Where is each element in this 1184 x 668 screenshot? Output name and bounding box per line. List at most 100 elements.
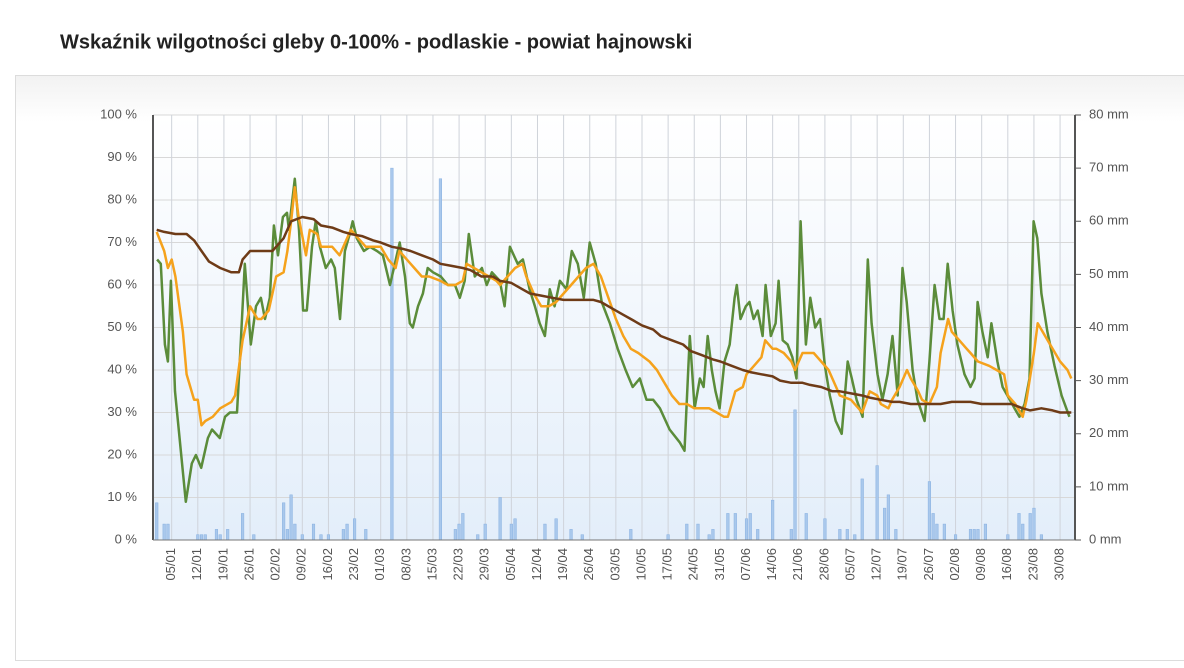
bar xyxy=(476,534,480,541)
bar xyxy=(1032,507,1036,541)
y2-tick-label: 40 mm xyxy=(1089,319,1129,334)
x-tick-label: 05/04 xyxy=(503,548,518,581)
bar xyxy=(771,499,775,541)
bar xyxy=(457,523,461,541)
bar xyxy=(845,529,849,541)
y2-tick-label: 50 mm xyxy=(1089,266,1129,281)
x-tick-label: 22/03 xyxy=(451,548,466,581)
bar xyxy=(438,178,442,541)
bar xyxy=(838,529,842,541)
bar xyxy=(311,523,316,541)
bar xyxy=(942,523,946,541)
y-tick-label: 80 % xyxy=(107,191,137,206)
bar xyxy=(804,513,808,541)
y-tick-label: 0 % xyxy=(115,531,138,546)
bar xyxy=(793,409,797,541)
x-tick-label: 30/08 xyxy=(1052,548,1067,581)
bar xyxy=(293,523,297,541)
bar xyxy=(972,529,976,541)
bar xyxy=(935,523,939,541)
bar xyxy=(1028,513,1032,541)
bar xyxy=(498,497,502,541)
x-tick-label: 02/08 xyxy=(947,548,962,581)
bar xyxy=(483,523,487,541)
bar xyxy=(569,529,573,541)
bar xyxy=(252,534,256,541)
bar xyxy=(345,523,349,541)
line xyxy=(156,215,1072,414)
x-tick-label: 26/01 xyxy=(241,548,256,581)
y-tick-label: 10 % xyxy=(107,489,137,504)
bar xyxy=(326,534,330,541)
y-tick-label: 100 % xyxy=(100,106,137,121)
x-tick-label: 03/05 xyxy=(607,548,622,581)
bar xyxy=(860,478,864,541)
bar xyxy=(199,534,204,541)
bar xyxy=(823,518,827,541)
bar xyxy=(696,523,700,541)
x-tick-label: 12/04 xyxy=(529,548,544,581)
x-tick-label: 02/02 xyxy=(268,548,283,581)
bar xyxy=(1006,534,1010,541)
bar xyxy=(711,529,715,541)
x-tick-label: 09/08 xyxy=(973,548,988,581)
bar xyxy=(289,494,293,541)
bar xyxy=(166,523,170,541)
bar xyxy=(756,529,760,541)
y2-tick-label: 20 mm xyxy=(1089,425,1129,440)
x-tick-label: 24/05 xyxy=(686,548,701,581)
bar xyxy=(203,534,207,541)
bar xyxy=(155,502,159,541)
y2-tick-label: 10 mm xyxy=(1089,478,1129,493)
bar xyxy=(353,518,357,541)
bar xyxy=(968,529,973,541)
y-tick-label: 90 % xyxy=(107,149,137,164)
x-tick-label: 17/05 xyxy=(660,548,675,581)
bar xyxy=(282,502,286,541)
bar xyxy=(214,529,219,541)
bar xyxy=(513,518,517,541)
bar xyxy=(875,465,879,541)
bar xyxy=(894,529,898,541)
x-tick-label: 26/07 xyxy=(921,548,936,581)
bar xyxy=(748,513,752,541)
x-tick-label: 19/04 xyxy=(555,548,570,581)
y-tick-label: 30 % xyxy=(107,404,137,419)
y2-tick-label: 30 mm xyxy=(1089,372,1129,387)
bar xyxy=(666,534,670,541)
bar xyxy=(927,481,931,541)
bar xyxy=(1017,513,1021,541)
bar xyxy=(241,513,245,541)
y-tick-label: 20 % xyxy=(107,446,137,461)
x-tick-label: 21/06 xyxy=(790,548,805,581)
bar xyxy=(341,529,345,541)
bar xyxy=(218,534,222,541)
bar xyxy=(543,523,547,541)
bar xyxy=(226,529,230,541)
x-tick-label: 14/06 xyxy=(764,548,779,581)
bar xyxy=(976,529,980,541)
y-tick-label: 70 % xyxy=(107,234,137,249)
x-tick-label: 12/07 xyxy=(869,548,884,581)
y2-tick-label: 60 mm xyxy=(1089,213,1129,228)
bar xyxy=(685,523,689,541)
bar xyxy=(983,523,987,541)
bar xyxy=(853,534,857,541)
bar xyxy=(931,513,935,541)
bar xyxy=(196,534,200,541)
x-tick-label: 15/03 xyxy=(424,548,439,581)
bar xyxy=(453,529,457,541)
x-tick-label: 31/05 xyxy=(712,548,727,581)
bar xyxy=(319,534,323,541)
bar xyxy=(390,167,394,541)
x-tick-label: 16/02 xyxy=(320,548,335,581)
bar xyxy=(733,513,737,541)
x-tick-label: 23/02 xyxy=(346,548,361,581)
x-tick-label: 01/03 xyxy=(372,548,387,581)
bar xyxy=(886,494,890,541)
bar xyxy=(364,529,368,541)
x-tick-label: 29/03 xyxy=(477,548,492,581)
x-tick-label: 07/06 xyxy=(738,548,753,581)
